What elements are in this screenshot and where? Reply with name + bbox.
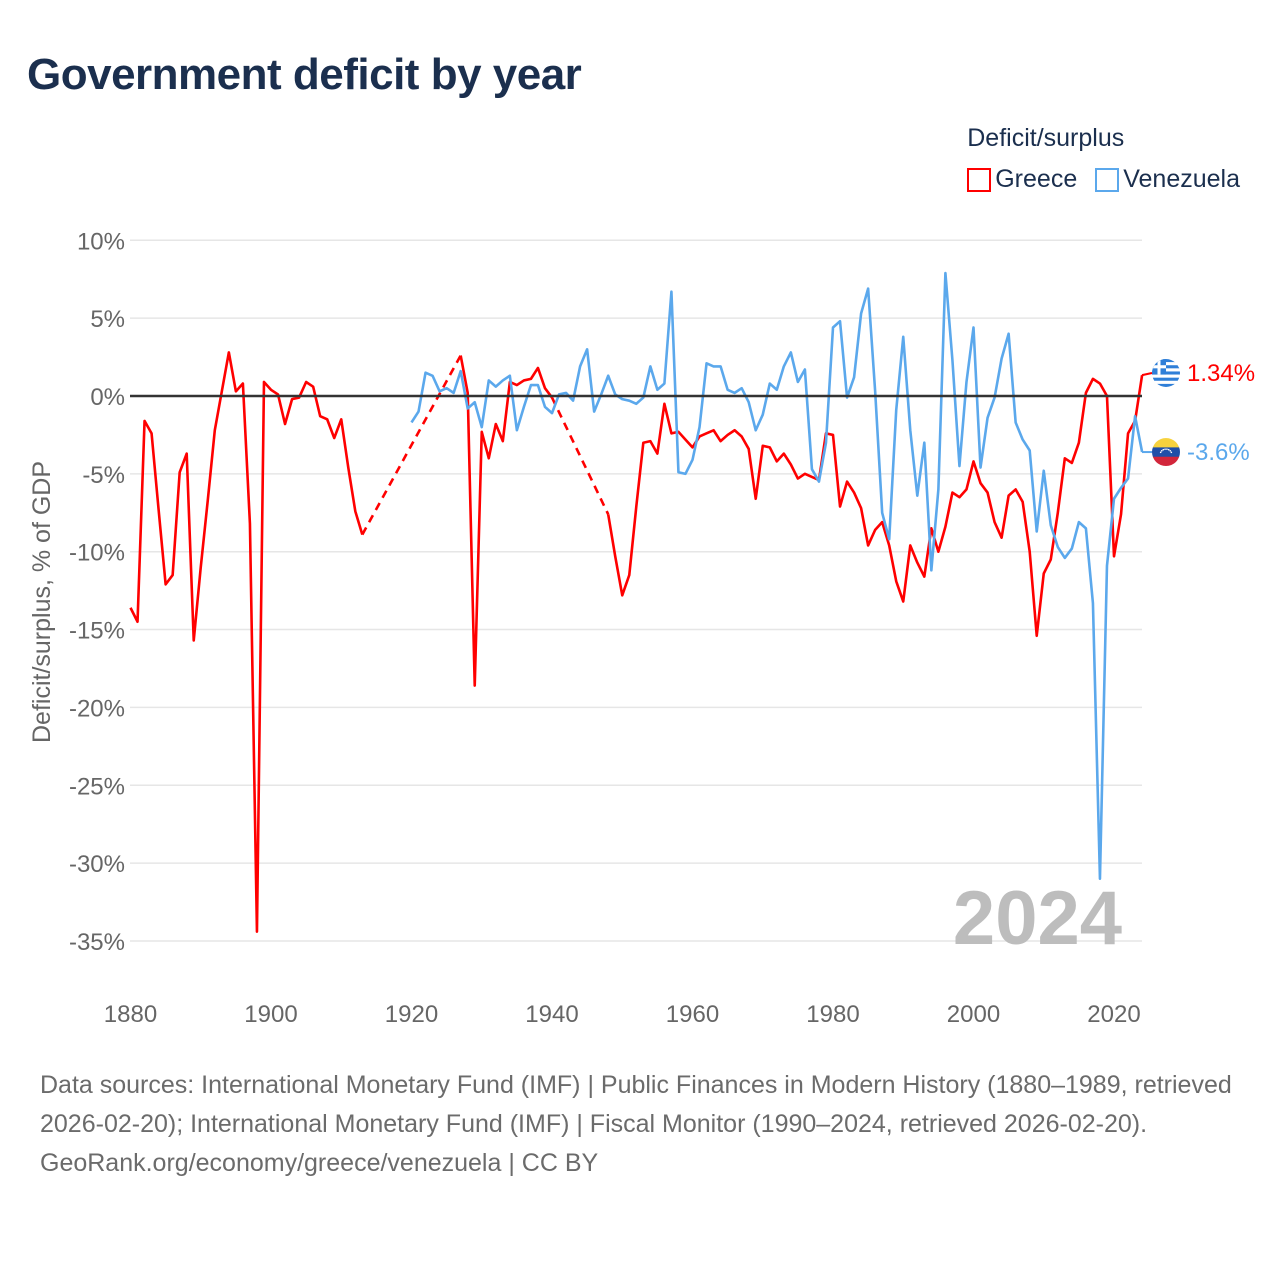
chart-area: 10%5%0%-5%-10%-15%-20%-25%-30%-35% 1880 1…: [28, 228, 1255, 1028]
legend-item-venezuela[interactable]: Venezuela: [1095, 165, 1240, 194]
year-watermark: 2024: [953, 876, 1122, 961]
greece-line-segment: [459, 355, 554, 687]
x-tick-label: 1980: [806, 1001, 859, 1028]
end-label-venezuela: -3.6%: [1187, 439, 1250, 466]
footer: Data sources: International Monetary Fun…: [40, 1066, 1250, 1183]
y-tick-label: -10%: [69, 540, 125, 567]
x-tick-label: 1940: [525, 1001, 578, 1028]
y-tick-label: 5%: [90, 306, 125, 333]
x-tick-label: 1920: [385, 1001, 438, 1028]
y-tick-label: -30%: [69, 851, 125, 878]
series-lines: [129, 271, 1144, 933]
y-tick-label: -35%: [69, 929, 125, 956]
x-tick-label: 1880: [104, 1001, 157, 1028]
y-tick-label: -25%: [69, 773, 125, 800]
greece-gap-dashed-line: [361, 354, 462, 536]
y-tick-label: -20%: [69, 695, 125, 722]
legend-title: Deficit/surplus: [967, 124, 1125, 152]
y-tick-label: -15%: [69, 618, 125, 645]
legend-label-greece: Greece: [995, 165, 1078, 193]
data-sources: Data sources: International Monetary Fun…: [40, 1071, 1232, 1138]
y-tick-label: 10%: [77, 228, 125, 255]
legend-swatch-venezuela: [1095, 167, 1120, 192]
chart-title: Government deficit by year: [27, 50, 582, 99]
x-tick-label: 1900: [244, 1001, 297, 1028]
legend: Deficit/surplus Greece Venezuela: [967, 124, 1240, 194]
legend-item-greece[interactable]: Greece: [967, 165, 1077, 194]
end-labels: 1.34% -3.6%: [1141, 359, 1255, 467]
y-axis-ticks: 10% 5% 0% -5% -10% -15% -20% -25% -30% -35%: [69, 228, 125, 956]
x-tick-label: 1960: [666, 1001, 719, 1028]
x-tick-label: 2000: [947, 1001, 1000, 1028]
venezuela-flag-icon: [1152, 438, 1180, 467]
greece-line-segment: [129, 351, 364, 933]
end-label-greece: 1.34%: [1187, 360, 1255, 387]
greece-line-segment: [606, 374, 1144, 638]
legend-swatch-greece: [967, 167, 992, 192]
legend-label-venezuela: Venezuela: [1123, 165, 1240, 193]
end-label-connector: [1141, 372, 1153, 377]
greece-gap-dashed-line: [550, 396, 610, 515]
gridlines: [130, 239, 1142, 942]
greece-flag-icon: [1152, 359, 1180, 387]
x-tick-label: 2020: [1087, 1001, 1140, 1028]
x-axis-ticks: 1880 1900 1920 1940 1960 1980 2000 2020: [104, 1001, 1141, 1028]
y-axis-label: Deficit/surplus, % of GDP: [28, 461, 56, 743]
attribution-link[interactable]: GeoRank.org/economy/greece/venezuela | C…: [40, 1149, 599, 1177]
y-tick-label: 0%: [90, 384, 125, 411]
y-tick-label: -5%: [82, 462, 125, 489]
